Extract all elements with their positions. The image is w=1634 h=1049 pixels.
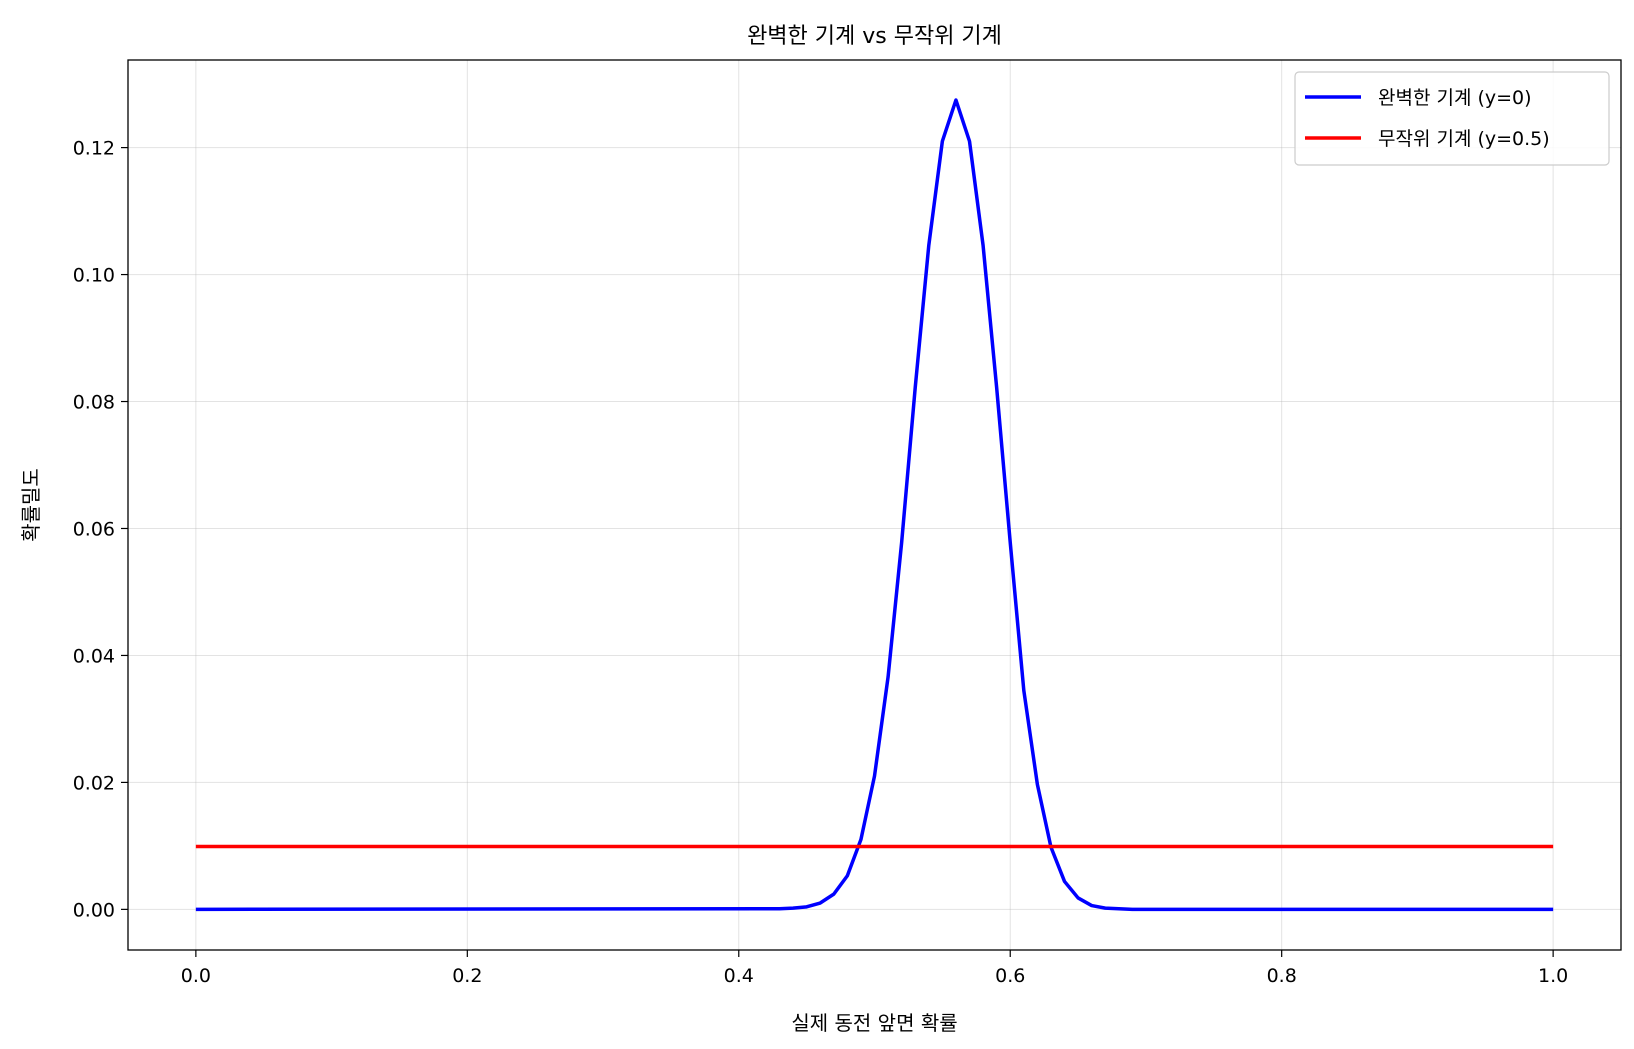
x-tick-label: 1.0 — [1538, 965, 1568, 987]
y-axis-label: 확률밀도 — [19, 468, 43, 542]
x-ticks: 0.0 0.2 0.4 0.6 0.8 1.0 — [181, 950, 1568, 987]
y-tick-label: 0.06 — [73, 518, 115, 540]
legend-label-perfect-machine: 완벽한 기계 (y=0) — [1378, 87, 1532, 109]
x-tick-label: 0.8 — [1267, 965, 1297, 987]
x-axis-label: 실제 동전 앞면 확률 — [791, 1011, 957, 1035]
series-line-perfect-machine — [195, 98, 1554, 912]
y-tick-label: 0.00 — [73, 899, 115, 921]
y-ticks: 0.00 0.02 0.04 0.06 0.08 0.10 0.12 — [73, 138, 128, 921]
y-tick-label: 0.04 — [73, 645, 115, 667]
y-tick-label: 0.02 — [73, 772, 115, 794]
y-tick-label: 0.12 — [73, 138, 115, 160]
legend: 완벽한 기계 (y=0) 무작위 기계 (y=0.5) — [1294, 71, 1610, 166]
x-tick-label: 0.0 — [181, 965, 211, 987]
x-tick-label: 0.6 — [995, 965, 1025, 987]
x-tick-label: 0.2 — [452, 965, 482, 987]
chart-title: 완벽한 기계 vs 무작위 기계 — [747, 24, 1002, 49]
plot-frame — [127, 59, 1622, 951]
legend-box — [1294, 71, 1610, 166]
legend-label-random-machine: 무작위 기계 (y=0.5) — [1378, 128, 1550, 150]
y-tick-label: 0.08 — [73, 392, 115, 414]
y-tick-label: 0.10 — [73, 265, 115, 287]
x-tick-label: 0.4 — [724, 965, 754, 987]
series-layer — [195, 98, 1554, 912]
grid — [128, 60, 1621, 950]
